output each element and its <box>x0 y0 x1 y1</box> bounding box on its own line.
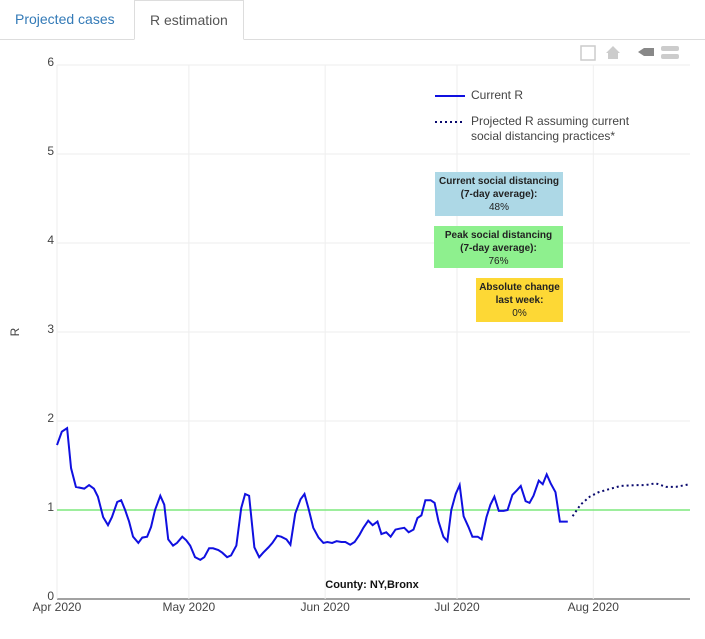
annotation-text: last week: <box>495 295 544 306</box>
annotation-text: (7-day average): <box>460 189 538 200</box>
annotation-box: Current social distancing (7-day average)… <box>435 172 563 216</box>
y-tick-label: 0 <box>47 589 54 603</box>
hover-icon[interactable] <box>661 54 679 59</box>
annotation-box: Absolute change last week: 0% <box>476 278 563 322</box>
spike-icon[interactable] <box>638 48 654 56</box>
annotation-text: 0% <box>512 308 527 319</box>
annotation-text: (7-day average): <box>460 243 537 254</box>
tab[interactable]: R estimation <box>134 0 244 40</box>
y-tick-label: 1 <box>47 500 54 514</box>
annotation-text: 76% <box>488 256 509 267</box>
annotation-text: Current social distancing <box>438 176 560 187</box>
y-tick-label: 6 <box>47 55 54 69</box>
autoscale-icon[interactable] <box>580 45 596 61</box>
hover-icon[interactable] <box>661 46 679 51</box>
y-axis-label: R <box>8 327 22 336</box>
annotation-text: Peak social distancing <box>444 230 553 241</box>
x-tick-label: Aug 2020 <box>568 600 620 614</box>
annotation-text: Absolute change <box>479 282 560 293</box>
x-tick-label: May 2020 <box>163 600 216 614</box>
y-tick-label: 2 <box>47 411 54 425</box>
series-line <box>571 482 691 517</box>
annotation-text: 48% <box>488 202 509 213</box>
modebar <box>580 45 679 61</box>
series-line <box>56 426 568 561</box>
legend-label: Projected R assuming current social dist… <box>471 114 630 143</box>
x-tick-label: Jun 2020 <box>300 600 350 614</box>
annotation-box: Peak social distancing (7-day average): 76… <box>434 226 563 268</box>
x-tick-label: Apr 2020 <box>33 600 82 614</box>
footnote: County: NY,Bronx <box>325 579 419 591</box>
tab-bar: Projected cases R estimation <box>0 0 705 40</box>
y-tick-label: 4 <box>47 233 54 247</box>
y-tick-label: 3 <box>47 322 54 336</box>
y-tick-label: 5 <box>47 144 54 158</box>
home-icon[interactable] <box>606 46 620 59</box>
x-tick-label: Jul 2020 <box>434 600 480 614</box>
legend-label: Current R <box>471 88 524 102</box>
tab[interactable]: Projected cases <box>15 11 115 27</box>
